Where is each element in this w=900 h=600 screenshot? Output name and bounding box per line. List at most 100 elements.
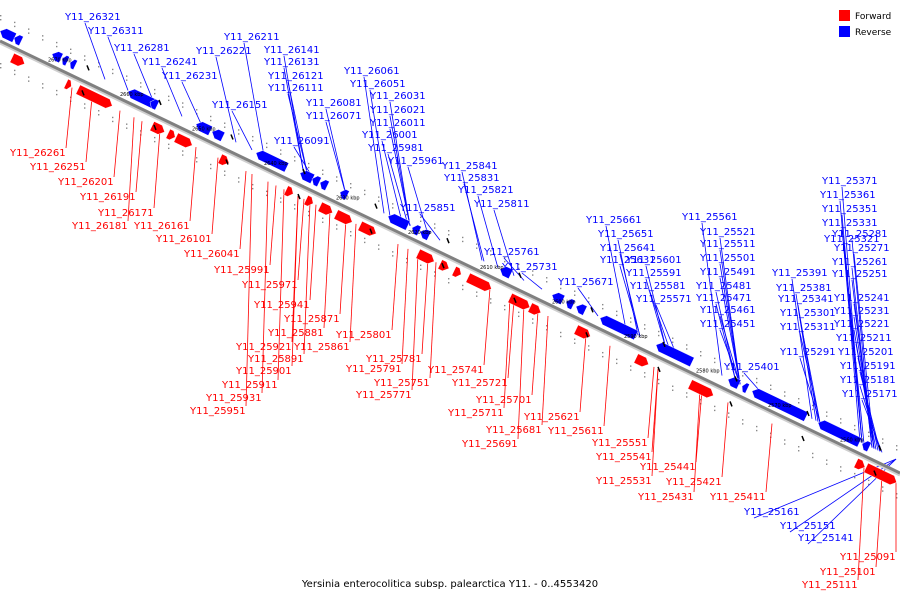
grid-dot [14,73,16,76]
gene-label: Y11_25271 [833,243,890,254]
gene-label: Y11_25431 [637,492,694,503]
reverse-gene-arrow [255,150,290,173]
gene-label: Y11_25781 [365,354,422,365]
leader-line [477,195,499,269]
gene-label: Y11_25481 [695,281,752,292]
gene-label: Y11_25931 [205,393,262,404]
reverse-gene-arrow [127,88,158,110]
gene-label: Y11_25981 [367,143,424,154]
leader-line [507,299,515,379]
gene-label: Y11_26091 [273,136,330,147]
reverse-gene-arrow [727,376,742,390]
tick-mark [374,203,378,209]
leader-line [349,223,357,343]
gene-label: Y11_25841 [441,161,498,172]
grid-dot [882,490,884,492]
tick-mark [729,401,733,407]
forward-gene-arrow [527,302,542,316]
grid-dot [266,142,268,145]
grid-dot [840,466,842,468]
gene-label: Y11_25511 [699,239,756,250]
grid-dot [294,204,296,206]
grid-dot [490,298,492,300]
gene-label: Y11_25861 [293,342,350,353]
gene-label: Y11_25351 [821,204,878,215]
forward-gene-arrow [465,272,492,292]
grid-dot [28,76,30,78]
grid-dot [644,328,646,330]
grid-dot [322,217,324,219]
leader-line [283,67,305,175]
grid-dot [168,95,170,98]
grid-dot [56,89,58,92]
reverse-gene-arrow [51,51,64,64]
leader-line [107,36,129,91]
grid-dot [448,282,450,284]
grid-dot [350,187,352,189]
gene-label: Y11_26221 [195,46,252,57]
reverse-gene-arrow [61,55,70,67]
leader-line [857,467,865,581]
grid-dot [798,450,800,452]
grid-dot [238,129,240,131]
grid-dot [56,41,58,44]
leader-line [339,219,347,315]
grid-dot [14,25,16,28]
grid-dot [658,330,660,333]
gene-label: Y11_25621 [523,412,580,423]
reverse-gene-arrow [339,189,350,201]
leader-line [381,140,403,223]
reverse-gene-arrow [195,121,213,136]
grid-dot [868,435,870,438]
grid-dot [140,86,142,88]
leader-line [297,198,305,281]
grid-dot [448,278,450,280]
grid-dot [826,415,828,417]
leader-line [721,402,729,478]
grid-dot [714,361,716,364]
grid-dot [448,230,450,232]
leader-line [325,121,347,196]
gene-label: Y11_26161 [133,221,190,232]
grid-dot [616,358,618,361]
leader-line [859,385,881,452]
gene-label: Y11_25961 [387,156,444,167]
leader-line [521,272,543,290]
grid-dot [560,331,562,334]
grid-dot [896,449,898,451]
leader-line [127,117,135,222]
tick-label: 2590 kbp [624,334,648,340]
grid-dot [378,248,380,250]
grid-dot [644,324,646,326]
grid-dot [504,256,506,259]
grid-dot [56,45,58,48]
leader-line [189,147,197,222]
leader-lines [65,22,897,581]
gene-label: Y11_26071 [305,111,362,122]
grid-dot [462,240,464,243]
tick-mark [158,99,162,106]
tick-mark [662,341,666,348]
grid-dot [630,365,632,367]
grid-dot [658,378,660,381]
gene-label: Y11_26281 [113,43,170,54]
leader-line [391,244,399,331]
gene-label: Y11_26191 [79,192,136,203]
gene-label: Y11_25801 [335,330,392,341]
grid-dot [266,190,268,193]
grid-dot [434,271,436,273]
gene-label: Y11_25791 [345,364,402,375]
grid-dot [826,463,828,465]
gene-label: Y11_25551 [591,438,648,449]
grid-dot [420,264,422,266]
grid-dot [182,150,184,152]
leader-line [463,183,485,262]
grid-dot [868,483,870,486]
forward-gene-arrow [853,458,866,470]
grid-dot [168,147,170,150]
leader-line [323,211,331,329]
grid-dot [882,442,884,444]
gene-arrows [0,28,897,485]
grid-dot [672,389,674,391]
grid-dot [364,189,366,192]
